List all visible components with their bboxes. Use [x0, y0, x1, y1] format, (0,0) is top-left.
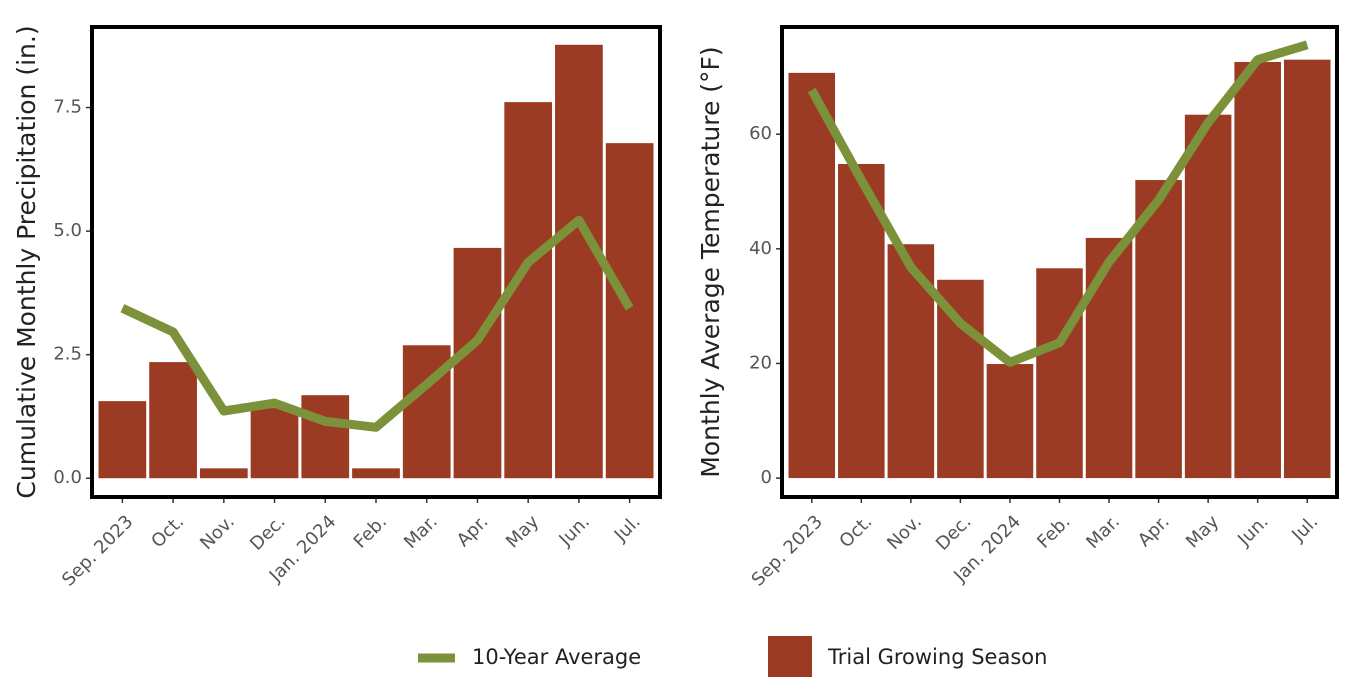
x-tick-label: Oct. [147, 511, 188, 552]
bar [453, 247, 502, 479]
bar [986, 364, 1034, 479]
x-tick-label: Oct. [835, 511, 876, 552]
bar [1135, 180, 1182, 479]
x-tick-label: Sep. 2023 [748, 511, 827, 590]
bar [1283, 59, 1331, 479]
line [120, 215, 634, 432]
plot-frame [90, 25, 662, 499]
x-tick-label: Feb. [350, 511, 391, 552]
y-tick-label: 0.0 [53, 467, 82, 488]
bar [1085, 237, 1133, 479]
y-axis-title: Monthly Average Temperature (°F) [696, 46, 725, 477]
y-tick-label: 2.5 [53, 344, 82, 365]
bar [1036, 268, 1083, 479]
bar [605, 143, 654, 479]
y-axis-title: Cumulative Monthly Precipitation (in.) [12, 25, 41, 498]
x-tick-label: Nov. [196, 511, 239, 554]
bar [250, 408, 299, 479]
x-tick-label: Feb. [1033, 511, 1074, 552]
x-tick-label: Jun. [554, 511, 593, 550]
bar [199, 468, 248, 479]
x-tick-label: May [1182, 511, 1223, 552]
y-tick-label: 0 [761, 467, 772, 488]
x-tick-label: Jun. [1233, 511, 1272, 550]
bar [352, 468, 400, 479]
x-tick-label: Apr. [1134, 511, 1174, 551]
bar [1184, 114, 1232, 479]
x-tick-label: Sep. 2023 [58, 511, 137, 590]
x-tick-label: Apr. [453, 511, 493, 551]
bar [937, 279, 984, 479]
bar [301, 395, 350, 479]
line [807, 40, 1309, 367]
x-tick-label: Nov. [883, 511, 926, 554]
bar [555, 44, 603, 479]
y-tick-label: 7.5 [53, 97, 82, 118]
x-tick-label: May [502, 511, 543, 552]
panel: 0.0 2.5 5.0 7.5 Cumulative Monthly Precipita… [12, 25, 662, 591]
y-tick-label: 60 [749, 123, 772, 144]
x-tick-label: Mar. [400, 511, 442, 553]
y-tick-label: 20 [749, 352, 772, 373]
panel: 0 20 40 60 Monthly Average Temperature (°F) S… [696, 25, 1339, 591]
plot-frame [780, 25, 1339, 499]
x-tick-label: Dec. [246, 511, 290, 555]
legend-label: Trial Growing Season [827, 645, 1047, 669]
legend-swatch [768, 636, 812, 677]
y-tick-label: 5.0 [53, 220, 82, 241]
x-tick-label: Jul. [610, 511, 645, 546]
x-tick-label: Jul. [1287, 511, 1322, 546]
bar [98, 401, 147, 479]
y-tick-label: 40 [749, 238, 772, 259]
bar [149, 362, 197, 479]
legend: 10-Year Average Trial Growing Season [418, 636, 1047, 677]
bar [1234, 61, 1281, 479]
legend-label: 10-Year Average [472, 645, 641, 669]
x-tick-label: Mar. [1082, 511, 1124, 553]
x-tick-label: Dec. [932, 511, 976, 555]
bar [788, 72, 836, 479]
